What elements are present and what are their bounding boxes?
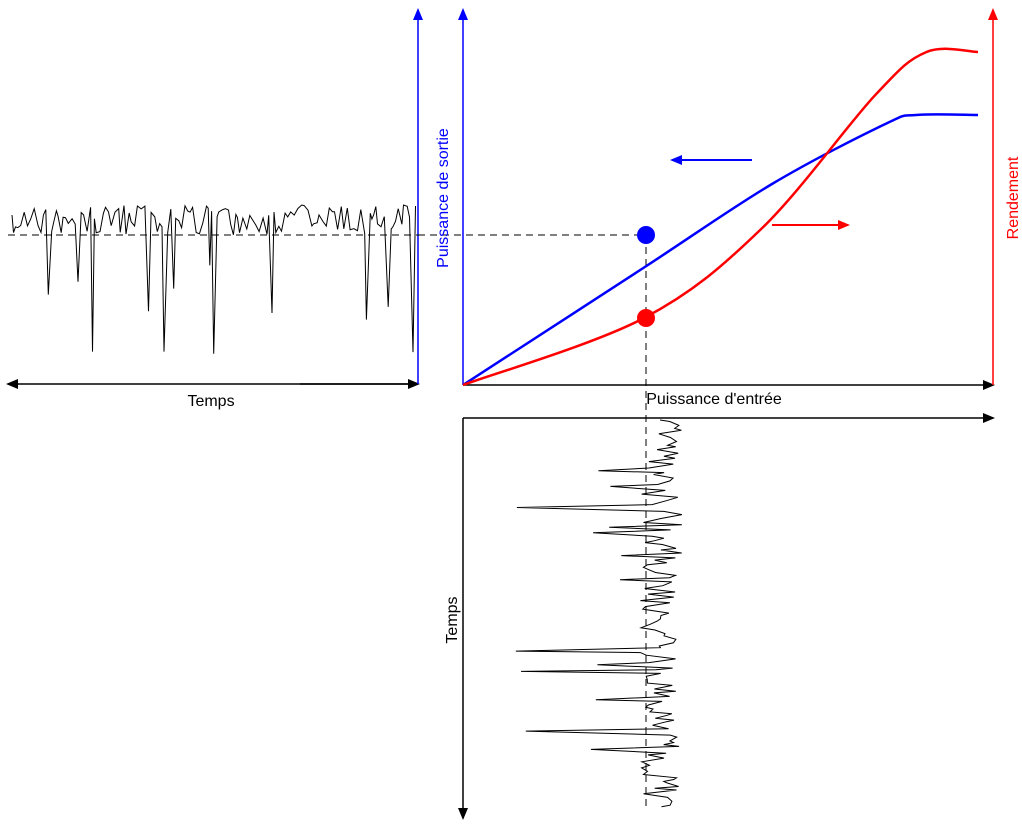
output-power-label: Puissance de sortie — [435, 128, 452, 268]
left-time-label: Temps — [187, 393, 234, 410]
output-power-curve — [462, 113, 979, 387]
operating-point-efficiency — [637, 309, 655, 327]
operating-point-output — [637, 226, 655, 244]
bottom-time-label: Temps — [444, 596, 461, 643]
input-power-time-signal — [515, 419, 682, 808]
efficiency-curve — [462, 47, 979, 387]
efficiency-label: Rendement — [1005, 156, 1022, 239]
output-power-time-signal — [11, 204, 416, 354]
input-power-label: Puissance d'entrée — [646, 391, 782, 408]
